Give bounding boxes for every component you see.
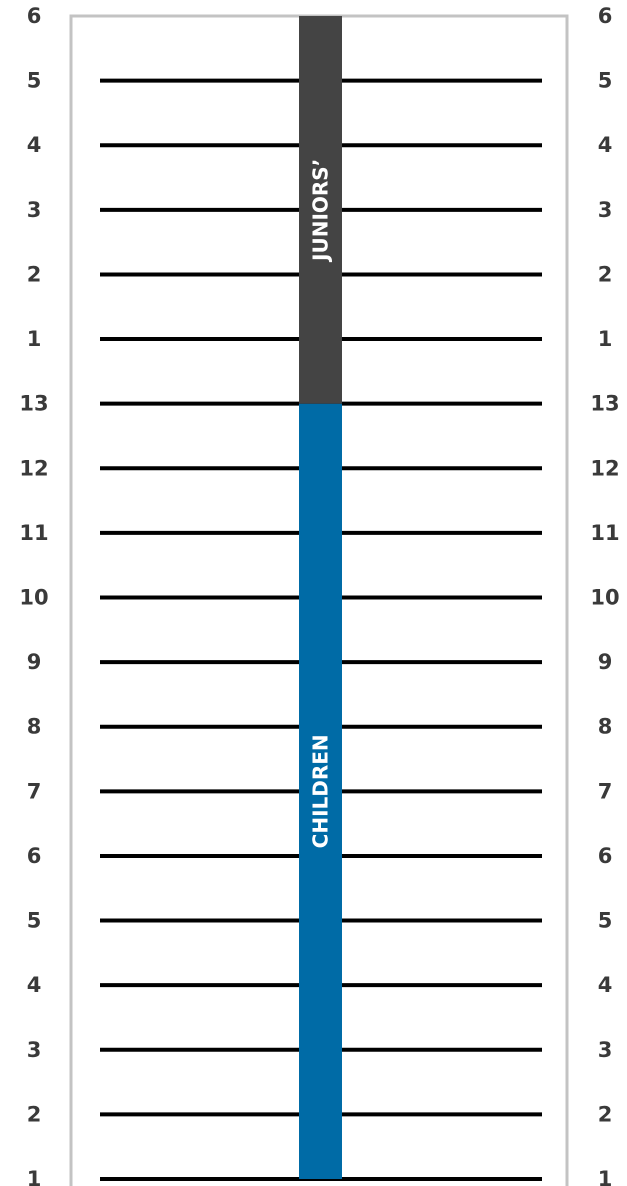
- tick-label-right: 13: [590, 392, 619, 416]
- tick-label-right: 4: [598, 133, 613, 157]
- tick-label-left: 12: [19, 456, 48, 480]
- tick-label-left: 9: [27, 650, 42, 674]
- tick-label-right: 5: [598, 909, 613, 933]
- band-bar: [299, 16, 342, 404]
- tick-label-right: 1: [598, 327, 613, 351]
- tick-label-right: 3: [598, 1038, 613, 1062]
- tick-label-right: 8: [598, 715, 613, 739]
- tick-label-left: 5: [27, 909, 42, 933]
- tick-label-left: 4: [27, 133, 42, 157]
- tick-label-right: 10: [590, 586, 619, 610]
- tick-label-right: 4: [598, 973, 613, 997]
- tick-label-left: 5: [27, 69, 42, 93]
- tick-label-right: 5: [598, 69, 613, 93]
- tick-label-right: 2: [598, 1102, 613, 1126]
- tick-label-left: 7: [27, 779, 42, 803]
- tick-label-right: 1: [598, 1167, 613, 1186]
- band-label: CHILDREN: [309, 734, 333, 848]
- tick-label-right: 12: [590, 456, 619, 480]
- tick-label-left: 1: [27, 1167, 42, 1186]
- tick-label-right: 2: [598, 262, 613, 286]
- tick-label-left: 4: [27, 973, 42, 997]
- tick-label-left: 2: [27, 262, 42, 286]
- tick-label-left: 2: [27, 1102, 42, 1126]
- tick-label-left: 6: [27, 4, 42, 28]
- tick-label-left: 8: [27, 715, 42, 739]
- tick-label-left: 13: [19, 392, 48, 416]
- tick-label-right: 7: [598, 779, 613, 803]
- tick-label-left: 3: [27, 198, 42, 222]
- tick-label-left: 3: [27, 1038, 42, 1062]
- tick-label-right: 3: [598, 198, 613, 222]
- tick-label-left: 11: [19, 521, 48, 545]
- tick-label-left: 6: [27, 844, 42, 868]
- band-bar: [299, 403, 342, 1180]
- tick-label-right: 11: [590, 521, 619, 545]
- tick-label-right: 9: [598, 650, 613, 674]
- tick-label-right: 6: [598, 4, 613, 28]
- band-label: JUNIORS’: [309, 159, 333, 263]
- tick-label-right: 6: [598, 844, 613, 868]
- tick-label-left: 10: [19, 586, 48, 610]
- tick-label-left: 1: [27, 327, 42, 351]
